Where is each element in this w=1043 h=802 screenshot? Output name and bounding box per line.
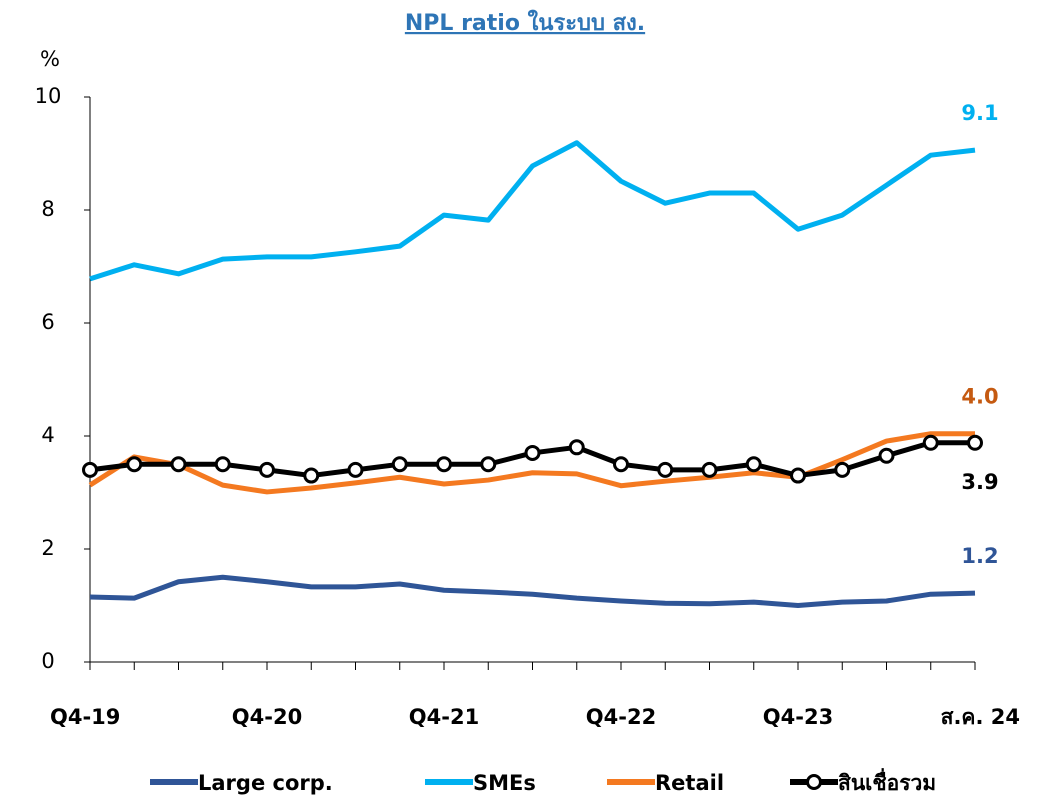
point-marker <box>568 439 585 456</box>
value-label: 4.0 <box>961 385 998 409</box>
point-marker <box>701 461 718 478</box>
point-marker <box>834 461 851 478</box>
point-marker <box>745 456 762 473</box>
point-marker <box>303 467 320 484</box>
x-tick-label: Q4-23 <box>763 705 833 729</box>
value-label: 3.9 <box>961 470 998 494</box>
y-tick-label: 10 <box>35 84 62 108</box>
point-marker <box>391 456 408 473</box>
series-line <box>89 574 976 608</box>
legend-label: SMEs <box>473 771 536 795</box>
point-marker <box>214 456 231 473</box>
series-line <box>89 140 976 282</box>
legend-label: Large corp. <box>198 771 333 795</box>
point-marker <box>922 434 939 451</box>
legend-item: สินเชื่อรวม <box>790 767 936 795</box>
y-tick-label: 2 <box>41 536 54 560</box>
y-tick-label: 8 <box>41 197 54 221</box>
point-marker <box>170 456 187 473</box>
x-tick-label: ส.ค. 24 <box>941 705 1020 729</box>
x-tick-label: Q4-20 <box>232 705 302 729</box>
legend-marker <box>806 774 822 790</box>
legend-item: SMEs <box>425 771 536 795</box>
point-marker <box>480 456 497 473</box>
series-line <box>88 431 975 495</box>
point-marker <box>126 456 143 473</box>
y-tick-label: 4 <box>41 423 54 447</box>
value-label: 1.2 <box>961 544 998 568</box>
y-axis-label: % <box>40 47 60 71</box>
legend-label: Retail <box>655 771 724 795</box>
point-marker <box>613 456 629 473</box>
legend-label: สินเชื่อรวม <box>838 767 936 795</box>
point-marker <box>524 444 541 461</box>
point-marker <box>790 467 806 484</box>
point-marker <box>878 447 895 464</box>
point-marker <box>259 461 275 478</box>
point-marker <box>347 461 364 478</box>
y-tick-label: 0 <box>41 649 54 673</box>
point-marker <box>436 456 452 473</box>
y-tick-label: 6 <box>41 310 54 334</box>
point-marker <box>82 461 98 478</box>
legend-item: Retail <box>607 771 724 795</box>
chart-title: NPL ratio ในระบบ สง. <box>405 9 645 36</box>
x-tick-label: Q4-21 <box>409 705 479 729</box>
x-tick-label: Q4-22 <box>586 705 656 729</box>
legend-item: Large corp. <box>150 771 333 795</box>
value-label: 9.1 <box>961 101 998 125</box>
point-marker <box>967 434 983 451</box>
point-marker <box>657 461 674 478</box>
x-tick-label: Q4-19 <box>50 705 120 729</box>
